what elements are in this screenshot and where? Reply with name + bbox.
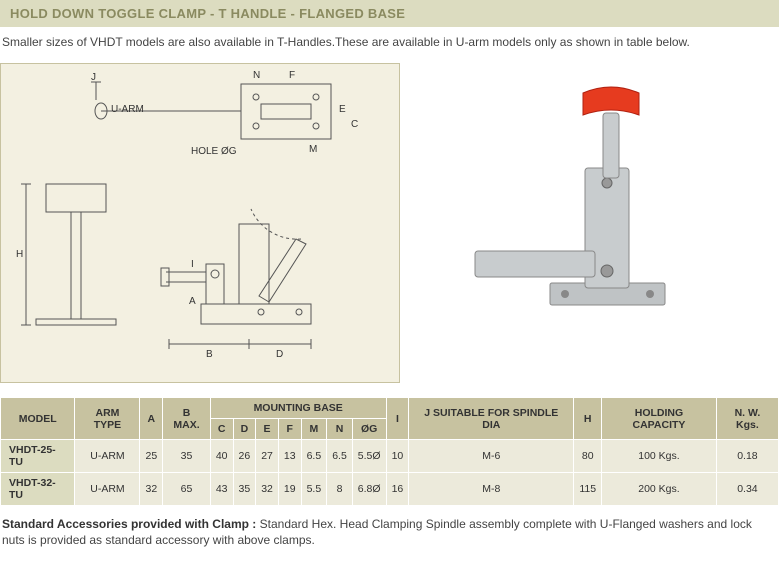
th-OG: ØG — [352, 419, 386, 440]
th-C: C — [210, 419, 233, 440]
th-N: N — [327, 419, 353, 440]
page-title: HOLD DOWN TOGGLE CLAMP - T HANDLE - FLAN… — [10, 6, 769, 21]
th-I: I — [386, 398, 409, 440]
label-N: N — [253, 70, 260, 81]
cell: 5.5 — [301, 473, 327, 506]
cell: 5.5Ø — [352, 440, 386, 473]
cell: 6.5 — [327, 440, 353, 473]
cell: 13 — [278, 440, 301, 473]
cell: U-ARM — [75, 473, 140, 506]
th-nw: N. W. Kgs. — [716, 398, 778, 440]
label-C: C — [351, 119, 358, 130]
media-row: U-ARM HOLE ØG N F E C M J H I A B D — [0, 63, 779, 393]
cell: 32 — [140, 473, 163, 506]
label-A: A — [189, 296, 196, 307]
cell-model: VHDT-25-TU — [1, 440, 75, 473]
label-D: D — [276, 349, 283, 360]
label-hole: HOLE ØG — [191, 146, 237, 157]
footer-note: Standard Accessories provided with Clamp… — [0, 506, 779, 568]
cell: 19 — [278, 473, 301, 506]
table-head: MODEL ARM TYPE A B MAX. MOUNTING BASE I … — [1, 398, 779, 440]
table-row: VHDT-32-TU U-ARM 32 65 43 35 32 19 5.5 8… — [1, 473, 779, 506]
th-E: E — [256, 419, 279, 440]
label-B: B — [206, 349, 213, 360]
cell: 8 — [327, 473, 353, 506]
th-A: A — [140, 398, 163, 440]
cell: 200 Kgs. — [602, 473, 717, 506]
cell: M-8 — [409, 473, 574, 506]
label-H: H — [16, 249, 23, 260]
cell: 115 — [574, 473, 602, 506]
cell: 100 Kgs. — [602, 440, 717, 473]
cell: 25 — [140, 440, 163, 473]
th-mounting: MOUNTING BASE — [210, 398, 386, 419]
cell: 40 — [210, 440, 233, 473]
th-H: H — [574, 398, 602, 440]
cell: 6.5 — [301, 440, 327, 473]
table-body: VHDT-25-TU U-ARM 25 35 40 26 27 13 6.5 6… — [1, 440, 779, 506]
cell: 0.34 — [716, 473, 778, 506]
th-M: M — [301, 419, 327, 440]
cell: U-ARM — [75, 440, 140, 473]
label-E: E — [339, 104, 346, 115]
label-F: F — [289, 70, 295, 81]
th-arm: ARM TYPE — [75, 398, 140, 440]
title-bar: HOLD DOWN TOGGLE CLAMP - T HANDLE - FLAN… — [0, 0, 779, 27]
cell: 10 — [386, 440, 409, 473]
cell: 16 — [386, 473, 409, 506]
th-model: MODEL — [1, 398, 75, 440]
th-D: D — [233, 419, 256, 440]
table-row: VHDT-25-TU U-ARM 25 35 40 26 27 13 6.5 6… — [1, 440, 779, 473]
cell: 65 — [163, 473, 211, 506]
cell: 27 — [256, 440, 279, 473]
footer-lead: Standard Accessories provided with Clamp… — [2, 517, 256, 531]
cell: 35 — [163, 440, 211, 473]
product-svg — [455, 73, 675, 333]
th-F: F — [278, 419, 301, 440]
th-Bmax: B MAX. — [163, 398, 211, 440]
cell: 43 — [210, 473, 233, 506]
cell: 26 — [233, 440, 256, 473]
cell-model: VHDT-32-TU — [1, 473, 75, 506]
th-J: J SUITABLE FOR SPINDLE DIA — [409, 398, 574, 440]
cell: M-6 — [409, 440, 574, 473]
cell: 80 — [574, 440, 602, 473]
spec-table: MODEL ARM TYPE A B MAX. MOUNTING BASE I … — [0, 397, 779, 506]
cell: 35 — [233, 473, 256, 506]
label-uarm: U-ARM — [111, 104, 144, 115]
product-photo — [420, 63, 710, 343]
cell: 32 — [256, 473, 279, 506]
th-holding: HOLDING CAPACITY — [602, 398, 717, 440]
technical-diagram: U-ARM HOLE ØG N F E C M J H I A B D — [0, 63, 400, 383]
label-M: M — [309, 144, 317, 155]
description-text: Smaller sizes of VHDT models are also av… — [0, 27, 779, 63]
label-I: I — [191, 259, 194, 270]
label-J: J — [91, 72, 96, 83]
cell: 6.8Ø — [352, 473, 386, 506]
cell: 0.18 — [716, 440, 778, 473]
